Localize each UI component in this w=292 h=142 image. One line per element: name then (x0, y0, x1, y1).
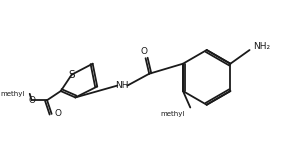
Text: NH₂: NH₂ (253, 42, 270, 51)
Text: NH: NH (115, 81, 128, 90)
Text: O: O (140, 47, 147, 56)
Text: methyl: methyl (160, 111, 185, 117)
Text: O: O (54, 109, 61, 118)
Text: O: O (28, 96, 35, 105)
Text: methyl: methyl (1, 91, 25, 97)
Text: S: S (68, 70, 75, 80)
